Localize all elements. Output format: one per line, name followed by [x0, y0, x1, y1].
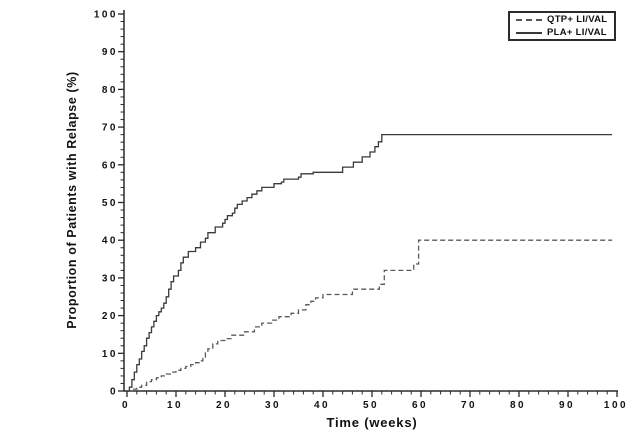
- y-tick-label: 80: [102, 85, 118, 96]
- y-tick-label: 40: [102, 236, 118, 247]
- legend-entry-pla: PLA+ LI/VAL: [516, 27, 610, 38]
- x-tick-label: 100: [604, 400, 628, 411]
- x-tick-label: 60: [412, 400, 428, 411]
- y-tick-label: 90: [102, 47, 118, 58]
- series-pla-solid: [127, 133, 613, 392]
- x-tick-label: 0: [122, 400, 130, 411]
- y-axis-title: Proportion of Patients with Relapse (%): [65, 71, 79, 329]
- x-tick-label: 90: [559, 400, 575, 411]
- y-tick-label: 50: [102, 198, 118, 209]
- legend-label-qtp: QTP+ LI/VAL: [547, 14, 608, 25]
- x-tick-label: 30: [265, 400, 281, 411]
- axis-lines: [123, 10, 618, 392]
- dashed-line-sample-icon: [516, 18, 542, 21]
- legend-entry-qtp: QTP+ LI/VAL: [516, 14, 610, 25]
- x-tick-label: 80: [510, 400, 526, 411]
- x-tick-label: 50: [363, 400, 379, 411]
- y-tick-label: 70: [102, 123, 118, 134]
- y-tick-label: 0: [110, 387, 118, 398]
- x-tick-label: 70: [461, 400, 477, 411]
- series-qtp-dashed: [127, 239, 613, 392]
- x-tick-label: 40: [314, 400, 330, 411]
- solid-line-sample-icon: [516, 31, 542, 34]
- y-tick-label: 100: [94, 10, 118, 21]
- x-axis-title: Time (weeks): [326, 415, 418, 430]
- y-tick-label: 20: [102, 311, 118, 322]
- legend: QTP+ LI/VAL PLA+ LI/VAL: [508, 11, 616, 41]
- x-tick-label: 10: [167, 400, 183, 411]
- y-tick-label: 30: [102, 273, 118, 284]
- legend-label-pla: PLA+ LI/VAL: [547, 27, 607, 38]
- y-tick-label: 10: [102, 349, 118, 360]
- y-tick-label: 60: [102, 160, 118, 171]
- x-tick-label: 20: [216, 400, 232, 411]
